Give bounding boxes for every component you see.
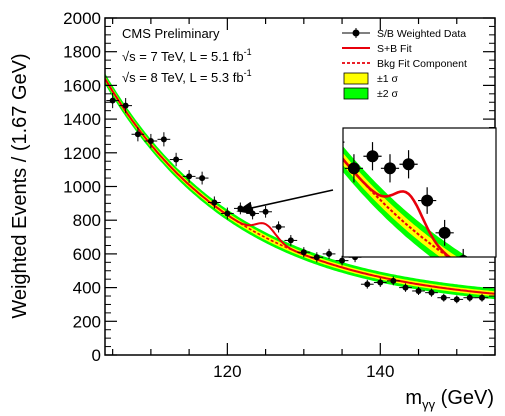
y-tick-label: 200 [73,312,101,331]
inset-data-point [344,154,364,183]
data-point [412,286,425,296]
data-point [106,92,120,109]
legend-label: S+B Fit [377,43,412,55]
legend-entry: Bkg Fit Component [342,58,467,70]
band-2sigma [343,146,469,257]
data-point [131,127,145,142]
data-point [259,205,272,218]
y-tick-label: 600 [73,245,101,264]
x-tick-label: 120 [213,362,241,381]
lumi-unit-sup: -1 [244,47,252,57]
data-point [322,248,336,259]
legend-label: Bkg Fit Component [377,58,467,70]
inset-data-point [473,261,491,285]
inset-frame [342,127,497,258]
y-axis-title: Weighted Events / (1.67 GeV) [9,53,31,318]
inset-data-point [399,150,418,179]
energy-lumi-8tev: √s = 8 TeV, L = 5.3 fb-1 [122,68,252,85]
y-tick-label: 2000 [63,9,101,28]
data-point [169,152,183,167]
data-point [284,235,298,246]
y-tick-label: 400 [73,279,101,298]
data-point [144,133,158,149]
y-tick-label: 1400 [63,110,101,129]
inset-bands [343,146,469,257]
x-axis-title-symbol: m [405,387,422,409]
data-point [399,283,412,292]
y-tick-label: 1000 [63,178,101,197]
sb-fit-line [105,78,495,295]
data-point [157,132,171,147]
lumi-unit-sup: -1 [244,68,252,78]
inset-data-point [343,141,345,143]
y-tick-label: 1600 [63,76,101,95]
legend-label: ±2 σ [377,88,399,100]
data-point [220,207,234,220]
data-point [437,293,451,302]
data-point [386,276,400,286]
inset-data-point [363,142,382,171]
data-point [475,293,489,302]
inset-data-point [418,187,437,214]
legend-entry: S/B Weighted Data [342,28,466,40]
data-point [310,252,324,263]
data-point [360,279,374,289]
data-point [207,196,221,209]
data-point [297,247,311,258]
x-axis: 120 140 [112,18,496,381]
legend: S/B Weighted Data S+B Fit Bkg Fit Componen… [342,28,467,100]
x-axis-title: mγγ (GeV) [405,387,494,412]
y-tick-label: 0 [92,346,101,365]
legend-entry: ±2 σ [343,87,399,100]
inset-points [343,141,491,285]
y-tick-label: 800 [73,211,101,230]
legend-label: ±1 σ [377,73,399,85]
data-point [463,293,477,302]
x-axis-title-subscript: γγ [422,397,436,412]
zoom-arrow [236,189,334,215]
data-point [335,255,349,266]
data-point [272,221,285,233]
legend-entry: S+B Fit [342,43,412,55]
inset-data-point [380,154,400,183]
energy-lumi-7tev: √s = 7 TeV, L = 5.1 fb-1 [122,47,252,64]
data-point [119,98,133,114]
inset-zoom [342,127,497,285]
data-point [373,278,387,287]
data-point [233,202,247,215]
data-point [450,295,464,304]
data-point [182,169,196,183]
legend-label: S/B Weighted Data [377,28,466,40]
experiment-label: CMS Preliminary [122,26,220,41]
data-point [425,288,438,297]
legend-entry: ±1 σ [343,72,399,85]
x-tick-label: 140 [366,362,394,381]
y-tick-label: 1200 [63,144,101,163]
y-tick-label: 1800 [63,43,101,62]
x-axis-title-unit: (GeV) [441,387,494,409]
fit-curves [105,78,495,295]
data-point [195,171,209,185]
inset-data-point [435,219,454,246]
